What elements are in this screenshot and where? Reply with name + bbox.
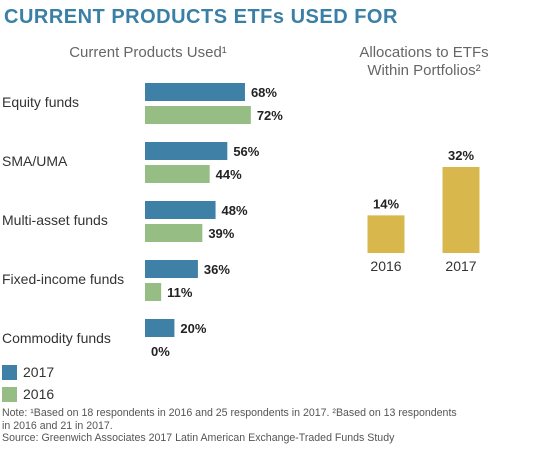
- chart-1-title: Current Products Used¹: [69, 44, 227, 61]
- source-line: Source: Greenwich Associates 2017 Latin …: [2, 432, 395, 444]
- value-label-equity-funds-2017: 68%: [251, 85, 277, 100]
- page-title: CURRENT PRODUCTS ETFs USED FOR: [4, 6, 398, 28]
- legend-swatch-2017: [2, 364, 17, 380]
- x-tick-label-2017: 2017: [445, 258, 476, 274]
- category-label-fixed-income-funds: Fixed-income funds: [2, 271, 124, 287]
- value-label-equity-funds-2016: 72%: [257, 108, 283, 123]
- value-label-allocation-2016: 14%: [373, 196, 399, 211]
- value-label-multi-asset-funds-2016: 39%: [208, 226, 234, 241]
- footnote-line-2: in 2016 and 21 in 2017.: [2, 419, 113, 432]
- legend-item-2016: 2016: [2, 384, 54, 404]
- category-label-equity-funds: Equity funds: [2, 94, 79, 110]
- x-tick-label-2016: 2016: [370, 258, 401, 274]
- category-label-commodity-funds: Commodity funds: [2, 330, 111, 346]
- value-label-sma-uma-2016: 44%: [216, 167, 242, 182]
- footnote-line-1: Note: ¹Based on 18 respondents in 2016 a…: [2, 407, 457, 419]
- value-label-fixed-income-funds-2016: 11%: [167, 285, 193, 300]
- value-label-multi-asset-funds-2017: 48%: [222, 203, 248, 218]
- value-label-commodity-funds-2016: 0%: [151, 344, 170, 359]
- footnotes: Note: ¹Based on 18 respondents in 2016 a…: [2, 407, 547, 445]
- value-label-commodity-funds-2017: 20%: [180, 321, 206, 336]
- bar-commodity-funds-2017: [145, 319, 175, 337]
- bar-allocation-2017: [442, 167, 480, 253]
- legend-label-2017: 2017: [23, 364, 55, 380]
- legend-swatch-2016: [2, 386, 17, 402]
- bar-fixed-income-funds-2017: [145, 260, 198, 278]
- legend-label-2016: 2016: [23, 386, 55, 402]
- bar-equity-funds-2017: [145, 83, 245, 101]
- value-label-fixed-income-funds-2017: 36%: [204, 262, 230, 277]
- bar-allocation-2016: [367, 215, 405, 253]
- bar-multi-asset-funds-2016: [145, 224, 203, 242]
- chart-2-title-line-1: Allocations to ETFs: [359, 44, 488, 61]
- value-label-sma-uma-2017: 56%: [233, 144, 259, 159]
- legend-item-2017: 2017: [2, 362, 54, 382]
- legend: 2017 2016: [2, 362, 54, 406]
- chart-2-title-line-2: Within Portfolios²: [367, 62, 480, 79]
- bar-multi-asset-funds-2017: [145, 201, 216, 219]
- bar-equity-funds-2016: [145, 106, 251, 124]
- bar-sma-uma-2017: [145, 142, 228, 160]
- category-label-multi-asset-funds: Multi-asset funds: [2, 212, 108, 228]
- bar-sma-uma-2016: [145, 165, 210, 183]
- category-label-sma-uma: SMA/UMA: [2, 153, 68, 169]
- bar-fixed-income-funds-2016: [145, 283, 162, 301]
- value-label-allocation-2017: 32%: [448, 148, 474, 163]
